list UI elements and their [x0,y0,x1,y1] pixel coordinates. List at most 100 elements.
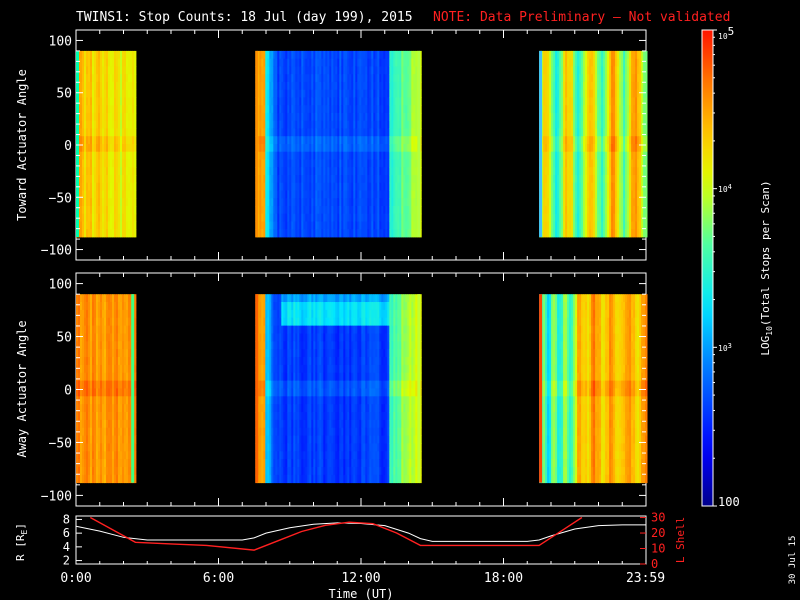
heatmap-cell [261,167,264,176]
heatmap-cell [273,136,276,145]
heatmap-cell [257,175,260,184]
heatmap-cell [281,198,284,207]
heatmap-cell [403,81,406,91]
heatmap-cell [351,112,354,122]
heatmap-cell [86,213,89,222]
heatmap-cell [551,206,554,215]
heatmap-cell [359,66,362,75]
heatmap-cell [343,89,346,98]
heatmap-cell [309,167,312,176]
heatmap-cell [76,341,79,350]
heatmap-cell [88,159,91,168]
heatmap-cell [108,380,111,389]
heatmap-cell [595,144,598,153]
heatmap-cell [399,190,402,199]
heatmap-cell [104,58,107,67]
heatmap-cell [92,221,95,230]
heatmap-cell [609,229,612,238]
heatmap-cell [585,229,588,238]
heatmap-cell [124,128,127,137]
heatmap-cell [401,105,404,114]
heatmap-cell [102,66,105,75]
heatmap-cell [631,159,634,168]
heatmap-cell [108,105,111,114]
heatmap-cell [623,97,626,106]
heatmap-cell [92,136,95,145]
heatmap-cell [579,206,582,215]
heatmap-cell [80,467,83,476]
heatmap-cell [134,459,137,468]
heatmap-cell [613,229,616,238]
heatmap-cell [78,341,81,350]
heatmap-cell [557,97,560,106]
heatmap-cell [389,151,392,160]
heatmap-cell [607,112,610,122]
heatmap-cell [122,443,125,452]
heatmap-cell [287,167,290,176]
heatmap-cell [359,105,362,114]
heatmap-cell [405,167,408,176]
heatmap-cell [128,175,131,184]
heatmap-cell [377,97,380,106]
heatmap-cell [577,182,580,191]
heatmap-cell [627,229,630,238]
heatmap-cell [315,206,318,215]
heatmap-cell [613,136,616,145]
heatmap-cell [88,66,91,75]
heatmap-cell [635,50,638,60]
heatmap-cell [76,412,79,421]
heatmap-cell [541,151,544,160]
heatmap-cell [259,412,262,421]
heatmap-cell [565,229,568,238]
heatmap-cell [94,89,97,98]
heatmap-cell [579,182,582,191]
heatmap-cell [108,182,111,191]
heatmap-edge [539,50,543,238]
heatmap-cell [629,105,632,114]
heatmap-cell [385,58,388,67]
heatmap-cell [283,66,286,75]
heatmap-cell [124,396,127,405]
heatmap-cell [90,66,93,75]
heatmap-cell [78,294,81,303]
heatmap-cell [98,396,101,405]
heatmap-cell [118,459,121,468]
heatmap-cell [381,81,384,91]
heatmap-cell [603,182,606,191]
heatmap-cell [549,81,552,91]
heatmap-cell [82,309,85,319]
heatmap-cell [283,97,286,106]
heatmap-cell [293,81,296,91]
heatmap-cell [331,159,334,168]
heatmap-cell [377,167,380,176]
y-tick-label: 100 [49,34,72,49]
heatmap-cell [114,435,117,444]
heatmap-cell [311,144,314,153]
heatmap-cell [90,89,93,98]
heatmap-cell [132,221,135,230]
heatmap-cell [615,206,618,215]
heatmap-cell [287,159,290,168]
heatmap-cell [132,74,135,83]
heatmap-cell [629,229,632,238]
heatmap-cell [607,105,610,114]
heatmap-cell [94,50,97,60]
heatmap-cell [263,50,266,60]
heatmap-cell [635,229,638,238]
heatmap-cell [84,349,87,358]
heatmap-cell [263,451,266,460]
heatmap-cell [313,136,316,145]
heatmap-cell [80,81,83,91]
heatmap-cell [116,412,119,421]
heatmap-cell [108,136,111,145]
heatmap-cell [633,198,636,207]
heatmap-cell [76,435,79,444]
heatmap-cell [110,443,113,452]
heatmap-cell [355,213,358,222]
heatmap-cell [277,81,280,91]
heatmap-cell [577,213,580,222]
heatmap-cell [553,128,556,137]
heatmap-cell [593,120,596,129]
heatmap-cell [365,120,368,129]
heatmap-cell [599,144,602,153]
